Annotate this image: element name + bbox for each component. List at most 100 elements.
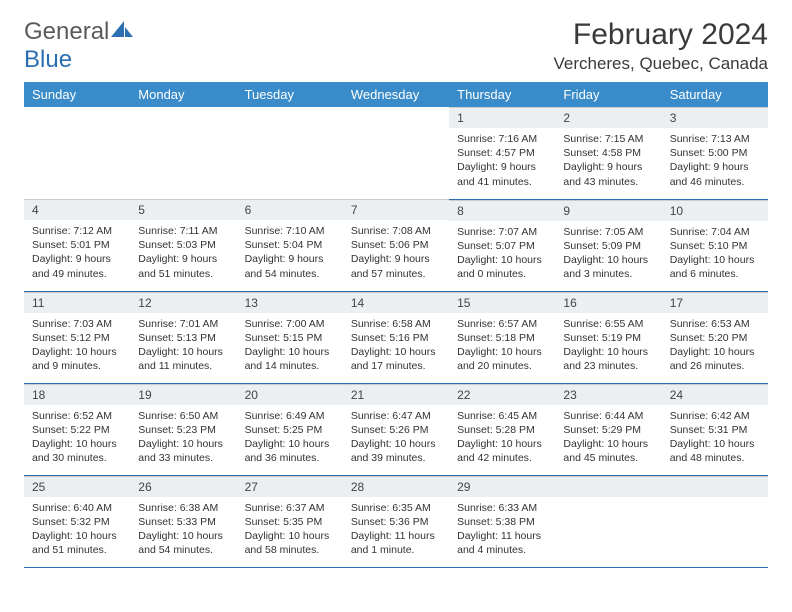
daylight-text: Daylight: 11 hours and 1 minute.	[351, 529, 441, 557]
day-number: 4	[24, 199, 130, 220]
calendar-cell: 27Sunrise: 6:37 AMSunset: 5:35 PMDayligh…	[237, 475, 343, 567]
sunrise-text: Sunrise: 7:01 AM	[138, 317, 228, 331]
sunrise-text: Sunrise: 6:50 AM	[138, 409, 228, 423]
sunset-text: Sunset: 5:18 PM	[457, 331, 547, 345]
day-number: 16	[555, 292, 661, 313]
logo-sail-icon	[111, 18, 133, 46]
day-header: Tuesday	[237, 82, 343, 107]
daylight-text: Daylight: 10 hours and 45 minutes.	[563, 437, 653, 465]
day-details: Sunrise: 7:03 AMSunset: 5:12 PMDaylight:…	[24, 313, 130, 378]
daylight-text: Daylight: 10 hours and 6 minutes.	[670, 253, 760, 281]
day-number: 8	[449, 200, 555, 221]
sunrise-text: Sunrise: 6:53 AM	[670, 317, 760, 331]
daylight-text: Daylight: 10 hours and 26 minutes.	[670, 345, 760, 373]
day-header: Sunday	[24, 82, 130, 107]
day-details: Sunrise: 7:10 AMSunset: 5:04 PMDaylight:…	[237, 220, 343, 285]
calendar-cell: 6Sunrise: 7:10 AMSunset: 5:04 PMDaylight…	[237, 199, 343, 291]
day-number: 3	[662, 107, 768, 128]
day-header: Monday	[130, 82, 236, 107]
day-details: Sunrise: 6:37 AMSunset: 5:35 PMDaylight:…	[237, 497, 343, 562]
day-number: 27	[237, 476, 343, 497]
daylight-text: Daylight: 10 hours and 42 minutes.	[457, 437, 547, 465]
calendar-cell	[555, 475, 661, 567]
calendar-week-row: 11Sunrise: 7:03 AMSunset: 5:12 PMDayligh…	[24, 291, 768, 383]
day-number: 24	[662, 384, 768, 405]
day-number: 9	[555, 200, 661, 221]
sunrise-text: Sunrise: 7:11 AM	[138, 224, 228, 238]
daylight-text: Daylight: 10 hours and 39 minutes.	[351, 437, 441, 465]
daylight-text: Daylight: 10 hours and 54 minutes.	[138, 529, 228, 557]
sunset-text: Sunset: 5:15 PM	[245, 331, 335, 345]
day-number: 26	[130, 476, 236, 497]
day-header: Wednesday	[343, 82, 449, 107]
day-details: Sunrise: 6:38 AMSunset: 5:33 PMDaylight:…	[130, 497, 236, 562]
day-number: 15	[449, 292, 555, 313]
day-details: Sunrise: 6:42 AMSunset: 5:31 PMDaylight:…	[662, 405, 768, 470]
day-details: Sunrise: 7:01 AMSunset: 5:13 PMDaylight:…	[130, 313, 236, 378]
calendar-cell: 9Sunrise: 7:05 AMSunset: 5:09 PMDaylight…	[555, 199, 661, 291]
day-details: Sunrise: 7:08 AMSunset: 5:06 PMDaylight:…	[343, 220, 449, 285]
calendar-cell: 10Sunrise: 7:04 AMSunset: 5:10 PMDayligh…	[662, 199, 768, 291]
day-header: Saturday	[662, 82, 768, 107]
sunset-text: Sunset: 5:26 PM	[351, 423, 441, 437]
day-number-empty	[662, 476, 768, 497]
day-number: 28	[343, 476, 449, 497]
sunrise-text: Sunrise: 7:12 AM	[32, 224, 122, 238]
sunrise-text: Sunrise: 7:03 AM	[32, 317, 122, 331]
day-details: Sunrise: 6:40 AMSunset: 5:32 PMDaylight:…	[24, 497, 130, 562]
day-details: Sunrise: 7:07 AMSunset: 5:07 PMDaylight:…	[449, 221, 555, 286]
day-details: Sunrise: 6:57 AMSunset: 5:18 PMDaylight:…	[449, 313, 555, 378]
sunrise-text: Sunrise: 6:33 AM	[457, 501, 547, 515]
day-details: Sunrise: 6:35 AMSunset: 5:36 PMDaylight:…	[343, 497, 449, 562]
day-number: 1	[449, 107, 555, 128]
sunset-text: Sunset: 5:09 PM	[563, 239, 653, 253]
day-number-empty	[555, 476, 661, 497]
title-block: February 2024 Vercheres, Quebec, Canada	[553, 18, 768, 74]
day-number: 5	[130, 199, 236, 220]
calendar-cell: 1Sunrise: 7:16 AMSunset: 4:57 PMDaylight…	[449, 107, 555, 199]
calendar-table: Sunday Monday Tuesday Wednesday Thursday…	[24, 82, 768, 568]
day-number: 13	[237, 292, 343, 313]
daylight-text: Daylight: 9 hours and 46 minutes.	[670, 160, 760, 188]
sunrise-text: Sunrise: 7:04 AM	[670, 225, 760, 239]
calendar-cell: 11Sunrise: 7:03 AMSunset: 5:12 PMDayligh…	[24, 291, 130, 383]
sunrise-text: Sunrise: 7:10 AM	[245, 224, 335, 238]
day-details: Sunrise: 6:49 AMSunset: 5:25 PMDaylight:…	[237, 405, 343, 470]
daylight-text: Daylight: 10 hours and 23 minutes.	[563, 345, 653, 373]
sunset-text: Sunset: 5:23 PM	[138, 423, 228, 437]
sunrise-text: Sunrise: 6:55 AM	[563, 317, 653, 331]
sunset-text: Sunset: 5:19 PM	[563, 331, 653, 345]
calendar-cell	[343, 107, 449, 199]
sunrise-text: Sunrise: 7:15 AM	[563, 132, 653, 146]
sunset-text: Sunset: 5:06 PM	[351, 238, 441, 252]
daylight-text: Daylight: 10 hours and 9 minutes.	[32, 345, 122, 373]
day-number: 18	[24, 384, 130, 405]
day-header: Thursday	[449, 82, 555, 107]
calendar-week-row: 25Sunrise: 6:40 AMSunset: 5:32 PMDayligh…	[24, 475, 768, 567]
day-number: 17	[662, 292, 768, 313]
day-number: 6	[237, 199, 343, 220]
daylight-text: Daylight: 9 hours and 57 minutes.	[351, 252, 441, 280]
sunrise-text: Sunrise: 6:44 AM	[563, 409, 653, 423]
sunset-text: Sunset: 5:04 PM	[245, 238, 335, 252]
sunset-text: Sunset: 5:20 PM	[670, 331, 760, 345]
calendar-cell: 13Sunrise: 7:00 AMSunset: 5:15 PMDayligh…	[237, 291, 343, 383]
sunrise-text: Sunrise: 6:37 AM	[245, 501, 335, 515]
sunrise-text: Sunrise: 6:57 AM	[457, 317, 547, 331]
header: General Blue February 2024 Vercheres, Qu…	[24, 18, 768, 74]
sunrise-text: Sunrise: 6:52 AM	[32, 409, 122, 423]
daylight-text: Daylight: 9 hours and 41 minutes.	[457, 160, 547, 188]
sunset-text: Sunset: 5:13 PM	[138, 331, 228, 345]
sunset-text: Sunset: 5:16 PM	[351, 331, 441, 345]
daylight-text: Daylight: 10 hours and 3 minutes.	[563, 253, 653, 281]
day-details: Sunrise: 7:00 AMSunset: 5:15 PMDaylight:…	[237, 313, 343, 378]
daylight-text: Daylight: 9 hours and 51 minutes.	[138, 252, 228, 280]
daylight-text: Daylight: 10 hours and 17 minutes.	[351, 345, 441, 373]
sunrise-text: Sunrise: 6:58 AM	[351, 317, 441, 331]
sunrise-text: Sunrise: 7:13 AM	[670, 132, 760, 146]
calendar-week-row: 18Sunrise: 6:52 AMSunset: 5:22 PMDayligh…	[24, 383, 768, 475]
calendar-cell: 4Sunrise: 7:12 AMSunset: 5:01 PMDaylight…	[24, 199, 130, 291]
sunset-text: Sunset: 4:57 PM	[457, 146, 547, 160]
sunrise-text: Sunrise: 6:42 AM	[670, 409, 760, 423]
calendar-cell	[24, 107, 130, 199]
